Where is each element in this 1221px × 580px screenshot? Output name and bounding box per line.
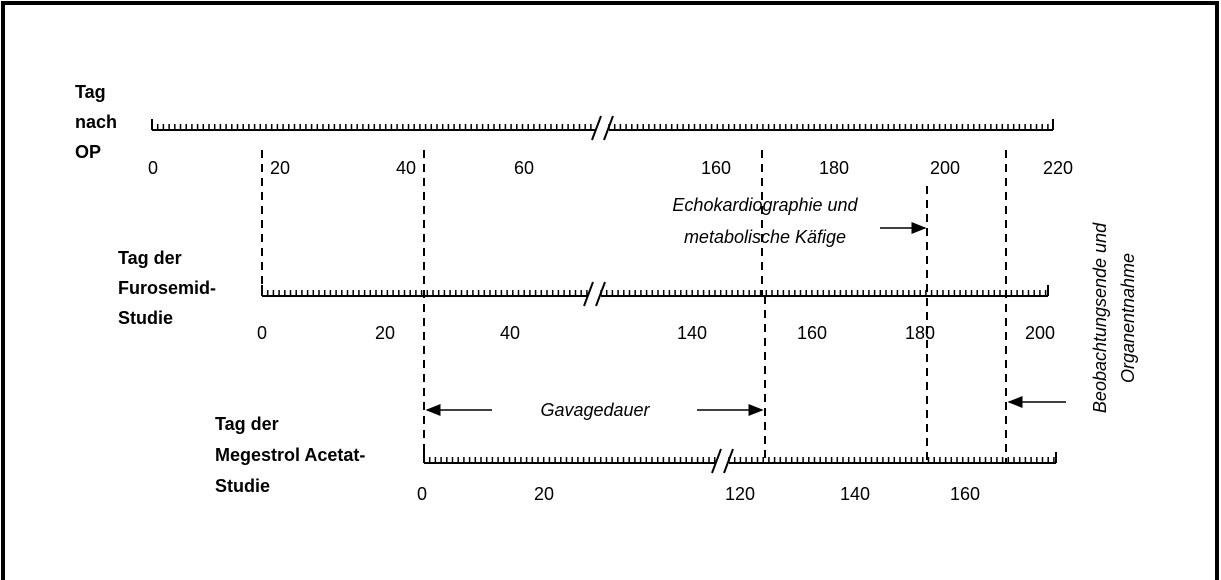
tick-label: 20 <box>270 158 290 178</box>
tick-label: 160 <box>950 484 980 504</box>
timeline-label: Tag der <box>118 248 182 268</box>
annotation: Echokardiographie und <box>672 195 858 215</box>
timeline-label: OP <box>75 142 101 162</box>
tick-label: 40 <box>500 323 520 343</box>
timeline-label: Furosemid- <box>118 278 216 298</box>
break-mark <box>591 115 602 141</box>
tick-label: 160 <box>797 323 827 343</box>
annotation: Beobachtungsende und <box>1090 222 1110 413</box>
tick-label: 20 <box>375 323 395 343</box>
timeline-label: Studie <box>118 308 173 328</box>
break-mark <box>711 448 722 474</box>
tick-label: 0 <box>417 484 427 504</box>
break-mark <box>595 281 606 307</box>
arrows <box>425 222 1066 416</box>
annotation: Gavagedauer <box>540 400 650 420</box>
timeline-label: Megestrol Acetat- <box>215 445 365 465</box>
timeline-label: Tag der <box>215 414 279 434</box>
break-mark <box>583 281 594 307</box>
tick-label: 160 <box>701 158 731 178</box>
tick-label: 200 <box>930 158 960 178</box>
annotation: metabolische Käfige <box>684 227 846 247</box>
annotation: Organentnahme <box>1118 253 1138 383</box>
timeline-label: Tag <box>75 82 106 102</box>
dashed-guides <box>261 150 1007 463</box>
tick-label: 180 <box>905 323 935 343</box>
tick-label: 0 <box>257 323 267 343</box>
tick-label: 140 <box>677 323 707 343</box>
tick-label: 20 <box>534 484 554 504</box>
break-mark <box>603 115 614 141</box>
timeline-label: Studie <box>215 476 270 496</box>
tick-label: 40 <box>396 158 416 178</box>
tick-label: 180 <box>819 158 849 178</box>
timeline-label: nach <box>75 112 117 132</box>
tick-label: 200 <box>1025 323 1055 343</box>
tick-label: 120 <box>725 484 755 504</box>
tick-label: 60 <box>514 158 534 178</box>
tick-label: 220 <box>1043 158 1073 178</box>
tick-label: 140 <box>840 484 870 504</box>
tick-label: 0 <box>148 158 158 178</box>
break-mark <box>723 448 734 474</box>
